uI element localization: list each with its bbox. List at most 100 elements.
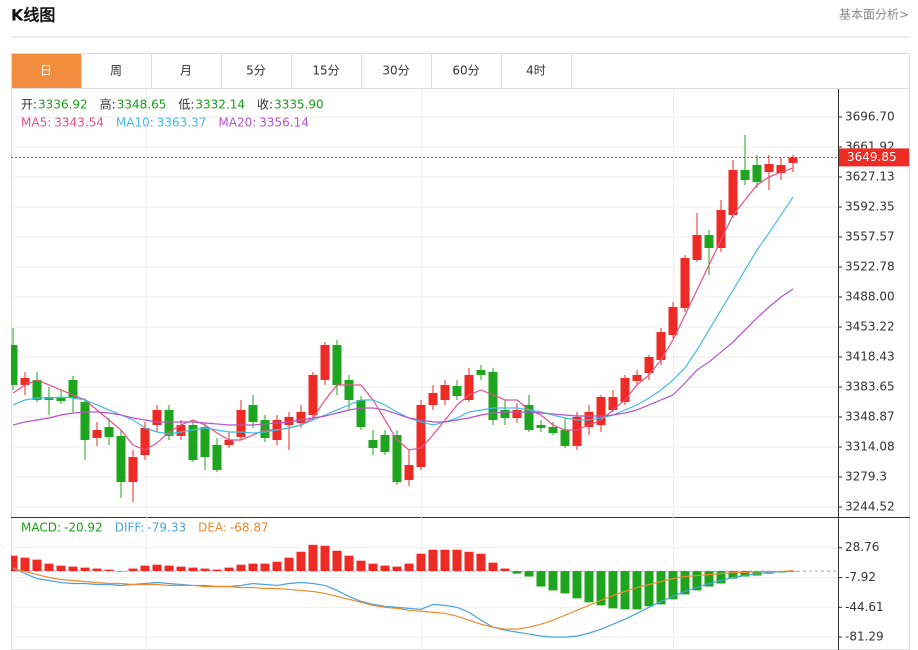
tab-label[interactable]: 15分 <box>312 64 339 78</box>
candle-body <box>692 234 702 260</box>
candle-body <box>200 426 210 457</box>
macd-bar <box>680 571 690 595</box>
macd-bar <box>716 571 726 584</box>
legend-value: 3356.14 <box>259 116 309 130</box>
info-value: 3332.14 <box>195 98 245 112</box>
candle-body <box>368 440 378 449</box>
candle-body <box>716 209 726 249</box>
macd-bar <box>188 567 198 572</box>
macd-bar <box>464 551 474 572</box>
tab-label[interactable]: 日 <box>40 64 52 78</box>
indicator-line <box>12 567 793 638</box>
candle-body <box>248 404 258 422</box>
candle-body <box>452 386 462 397</box>
macd-bar <box>32 559 42 572</box>
candle-body <box>704 234 714 249</box>
macd-bar <box>632 571 642 610</box>
macd-bar <box>20 557 30 572</box>
y-tick-label: 3522.78 <box>845 260 895 274</box>
candle-body <box>464 374 474 400</box>
tab[interactable] <box>291 53 362 89</box>
legend-value: 3363.37 <box>157 116 207 130</box>
y-tick-label: 3279.3 <box>845 470 887 484</box>
tab-label[interactable]: 4时 <box>526 64 546 78</box>
candle-body <box>320 344 330 380</box>
macd-bar <box>620 571 630 610</box>
macd-bar <box>692 571 702 591</box>
legend-name: MA10: <box>116 116 154 130</box>
last-price-label: 3649.85 <box>847 150 897 164</box>
legend-name: DIFF: <box>115 521 145 535</box>
tab[interactable] <box>151 53 222 89</box>
macd-bar <box>608 571 618 609</box>
macd-bar <box>104 569 114 572</box>
tab-label[interactable]: 5分 <box>246 64 266 78</box>
legend-name: MACD: <box>21 521 61 535</box>
y-tick-label: 3592.35 <box>845 199 895 213</box>
tab[interactable] <box>11 53 82 89</box>
macd-bar <box>344 555 354 572</box>
tab[interactable] <box>501 53 572 89</box>
macd-bar <box>728 571 738 579</box>
macd-bar <box>11 555 18 572</box>
macd-bar <box>380 565 390 572</box>
macd-bar <box>536 571 546 587</box>
fundamental-link[interactable]: 基本面分析> <box>839 8 909 22</box>
candle-body <box>212 445 222 471</box>
candle-body <box>620 377 630 402</box>
macd-bar <box>320 545 330 572</box>
macd-bar <box>416 553 426 572</box>
candle-body <box>260 419 270 439</box>
indicator-line <box>12 567 794 630</box>
candle-body <box>416 404 426 468</box>
macd-bar <box>44 563 54 572</box>
candle-body <box>608 396 618 410</box>
candle-body <box>476 369 486 375</box>
candle-body <box>536 424 546 429</box>
tab-label[interactable]: 30分 <box>382 64 409 78</box>
macd-bar <box>128 568 138 572</box>
y-tick-label: 3244.52 <box>845 500 895 514</box>
macd-bar <box>248 563 258 572</box>
indicator-line <box>12 167 794 451</box>
y-tick-label: 3627.13 <box>845 170 895 184</box>
y-tick-label: 3488.00 <box>845 290 895 304</box>
candle-body <box>176 424 186 436</box>
candle-body <box>680 258 690 308</box>
indicator-line <box>12 288 794 426</box>
legend-name: MA20: <box>218 116 256 130</box>
y-tick-label: -81.29 <box>845 630 884 644</box>
indicator-line <box>12 196 794 435</box>
tab-label[interactable]: 月 <box>180 64 192 78</box>
macd-bar <box>164 565 174 572</box>
y-tick-label: 3453.22 <box>845 319 895 333</box>
macd-bar <box>428 549 438 572</box>
candle-body <box>224 440 234 446</box>
last-price-box <box>839 148 909 167</box>
macd-bar <box>368 563 378 572</box>
macd-bar <box>392 566 402 572</box>
tab[interactable] <box>81 53 152 89</box>
macd-bar <box>488 562 498 572</box>
legend-value: -68.87 <box>230 521 269 535</box>
candle-body <box>116 435 126 483</box>
candles <box>11 135 798 503</box>
macd-bar <box>140 565 150 572</box>
macd-bar <box>656 571 666 605</box>
macd-bar <box>548 571 558 591</box>
macd-bar <box>740 571 750 577</box>
tab-label[interactable]: 周 <box>110 64 122 78</box>
macd-bar <box>260 563 270 572</box>
macd-bar <box>272 561 282 572</box>
candle-body <box>404 465 414 481</box>
candle-body <box>128 456 138 483</box>
macd-bar <box>224 567 234 572</box>
tab-label[interactable]: 60分 <box>452 64 479 78</box>
macd-bar <box>56 565 66 572</box>
candle-body <box>656 332 666 360</box>
macd-bars <box>11 544 838 638</box>
info-label: 收: <box>257 98 273 112</box>
y-tick-label: 3348.87 <box>845 410 895 424</box>
